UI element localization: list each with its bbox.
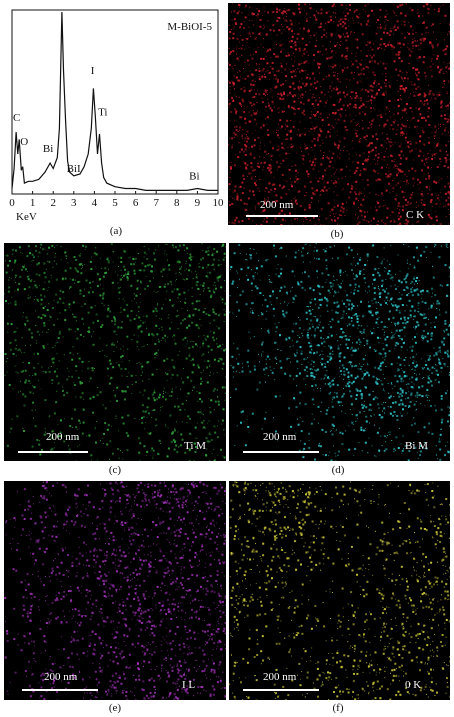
caption-e: (e) — [108, 702, 122, 714]
peak-label-bi-high: Bi — [189, 170, 199, 182]
caption-f: (f) — [332, 702, 344, 714]
c-k-elemental-map — [228, 3, 450, 225]
scale-bar-label: 200 nm — [260, 199, 294, 211]
plot-frame — [11, 9, 219, 195]
element-label-c-k: C K — [406, 209, 425, 221]
x-tick-label: 0 — [9, 197, 15, 209]
map-panel-ti-m: 200 nm Ti M — [4, 243, 226, 461]
x-tick-label: 2 — [50, 197, 56, 209]
map-panel-bi-m: 200 nm Bi M — [229, 243, 450, 461]
scale-bar — [246, 215, 318, 217]
caption-d: (d) — [331, 464, 345, 476]
x-tick-label: 7 — [153, 197, 159, 209]
map-speckle — [229, 481, 450, 700]
x-tick-label: 4 — [92, 197, 98, 209]
map-panel-i-l: 200 nm I L — [4, 481, 226, 700]
map-panel-c-k: 200 nm C K — [228, 3, 450, 225]
caption-c: (c) — [108, 464, 122, 476]
peak-label-i: I — [91, 65, 95, 77]
scale-bar-label: 200 nm — [44, 671, 78, 683]
map-speckle — [229, 243, 450, 461]
x-axis-label: KeV — [16, 211, 37, 223]
scale-bar — [243, 451, 319, 453]
x-tick-label: 9 — [195, 197, 201, 209]
x-tick-label: 6 — [133, 197, 139, 209]
peak-label-bi: Bi — [43, 143, 53, 155]
caption-b: (b) — [330, 228, 344, 240]
scale-bar-label: 200 nm — [46, 431, 80, 443]
scale-bar-label: 200 nm — [263, 431, 297, 443]
scale-bar — [243, 689, 319, 691]
x-tick-label: 1 — [30, 197, 36, 209]
caption-a: (a) — [109, 225, 123, 237]
i-l-elemental-map — [4, 481, 226, 700]
eds-spectrum-panel: 0 1 2 3 4 5 6 7 8 9 10 M-BiOI-5 KeV C O Bi BiI I Ti Bi — [4, 4, 226, 241]
map-speckle — [228, 3, 450, 225]
peak-label-bii: BiI — [67, 163, 81, 175]
element-label-bi-m: Bi M — [405, 440, 428, 452]
element-label-ti-m: Ti M — [184, 440, 206, 452]
eds-spectrum-chart: 0 1 2 3 4 5 6 7 8 9 10 M-BiOI-5 KeV CO Bi BiI I Ti Bi — [9, 9, 225, 223]
x-tick-label: 3 — [71, 197, 77, 209]
scale-bar — [18, 451, 88, 453]
x-tick-label: 5 — [112, 197, 118, 209]
scale-bar — [22, 689, 98, 691]
element-label-i-l: I L — [182, 679, 196, 691]
map-speckle — [4, 481, 226, 700]
x-tick-label: 8 — [174, 197, 180, 209]
x-tick-label: 10 — [213, 197, 225, 209]
peak-label-c: C — [13, 112, 20, 124]
o-k-elemental-map — [229, 481, 450, 700]
bi-m-elemental-map — [229, 243, 450, 461]
peak-label-ti: Ti — [98, 107, 107, 119]
spectrum-line — [11, 11, 218, 191]
element-label-o-k: 0 K — [405, 679, 422, 691]
map-panel-o-k: 200 nm 0 K — [229, 481, 450, 700]
peak-label-o: O — [20, 136, 28, 148]
chart-title: M-BiOI-5 — [167, 21, 212, 33]
scale-bar-label: 200 nm — [263, 671, 297, 683]
map-speckle — [4, 243, 226, 461]
ti-m-elemental-map — [4, 243, 226, 461]
